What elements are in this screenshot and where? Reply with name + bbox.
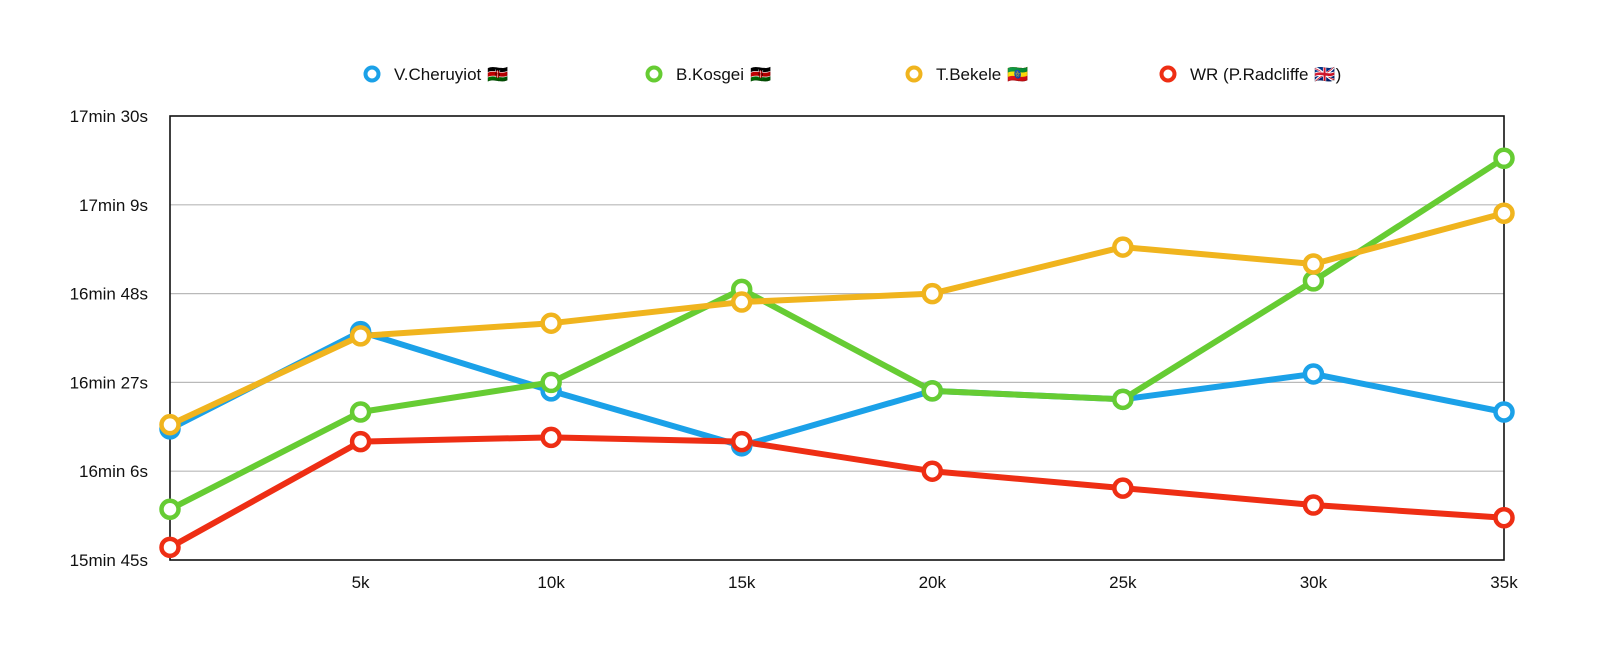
data-point [730,291,753,313]
x-tick-label: 15k [728,573,756,592]
data-point [349,401,372,423]
data-point [1302,253,1325,275]
legend-series-name: WR (P.Radcliffe [1190,65,1308,84]
legend-item: WR (P.Radcliffe 🇬🇧) [1159,65,1341,84]
legend-marker-icon [905,65,923,83]
x-tick-label: 25k [1109,573,1137,592]
x-tick-label: 5k [352,573,370,592]
data-point [921,380,944,402]
legend: V.Cheruyiot 🇰🇪 B.Kosgei 🇰🇪 T.Bekele 🇪🇹 WR (P.R… [363,65,1341,84]
legend-item: B.Kosgei 🇰🇪 [645,65,771,84]
legend-marker-icon [645,65,663,83]
data-point [1302,494,1325,516]
series-lines [167,155,1507,551]
legend-label: B.Kosgei 🇰🇪 [676,65,771,84]
y-tick-label: 17min 9s [79,196,148,215]
data-point [921,460,944,482]
series-line-1 [167,155,1507,513]
flag-icon: 🇬🇧 [1314,65,1335,84]
data-point [159,413,181,436]
legend-item: V.Cheruyiot 🇰🇪 [363,65,508,84]
y-tick-label: 16min 48s [70,285,148,304]
data-point [540,371,562,394]
data-point [159,536,181,559]
data-point [1302,363,1325,385]
data-point [921,282,944,305]
series-markers [159,147,1515,559]
data-point [1112,477,1134,499]
x-tick-label: 30k [1300,573,1328,592]
series-line-2 [167,210,1507,428]
y-tick-label: 16min 6s [79,462,148,481]
data-point [1493,147,1515,170]
data-point [349,430,372,453]
data-point [730,430,753,453]
flag-icon: 🇰🇪 [487,65,508,84]
data-point [159,498,181,521]
data-point [1493,202,1515,225]
data-point [540,426,562,449]
data-point [349,325,372,347]
flag-icon: 🇪🇹 [1007,65,1028,84]
legend-marker-icon [363,65,381,83]
plot-area-frame [169,115,1505,561]
data-point [1302,270,1325,292]
gridlines [170,204,1504,472]
series-line-0 [167,328,1507,449]
data-point [1112,388,1134,411]
y-tick-label: 16min 27s [70,373,148,392]
flag-icon: 🇰🇪 [750,65,771,84]
y-axis-tick-labels: 17min 30s 17min 9s 16min 48s 16min 27s 16min… [70,107,148,570]
legend-series-name: T.Bekele [936,65,1001,84]
legend-label: T.Bekele 🇪🇹 [936,65,1028,84]
legend-item: T.Bekele 🇪🇹 [905,65,1028,84]
legend-label: WR (P.Radcliffe 🇬🇧) [1190,65,1341,84]
data-point [540,312,562,334]
data-point [1112,236,1134,258]
legend-label: V.Cheruyiot 🇰🇪 [394,65,508,84]
legend-series-name: B.Kosgei [676,65,744,84]
y-tick-label: 17min 30s [70,107,148,126]
y-tick-label: 15min 45s [70,551,148,570]
legend-series-name: V.Cheruyiot [394,65,482,84]
legend-series-suffix: ) [1336,65,1342,84]
x-tick-label: 20k [919,573,947,592]
x-axis-tick-labels: 5k 10k 15k 20k 25k 30k 35k [352,573,1519,592]
data-point [1493,401,1515,423]
x-tick-label: 35k [1490,573,1518,592]
data-point [1493,506,1515,529]
x-tick-label: 10k [537,573,565,592]
legend-marker-icon [1159,65,1177,83]
series-line-3 [167,434,1507,551]
